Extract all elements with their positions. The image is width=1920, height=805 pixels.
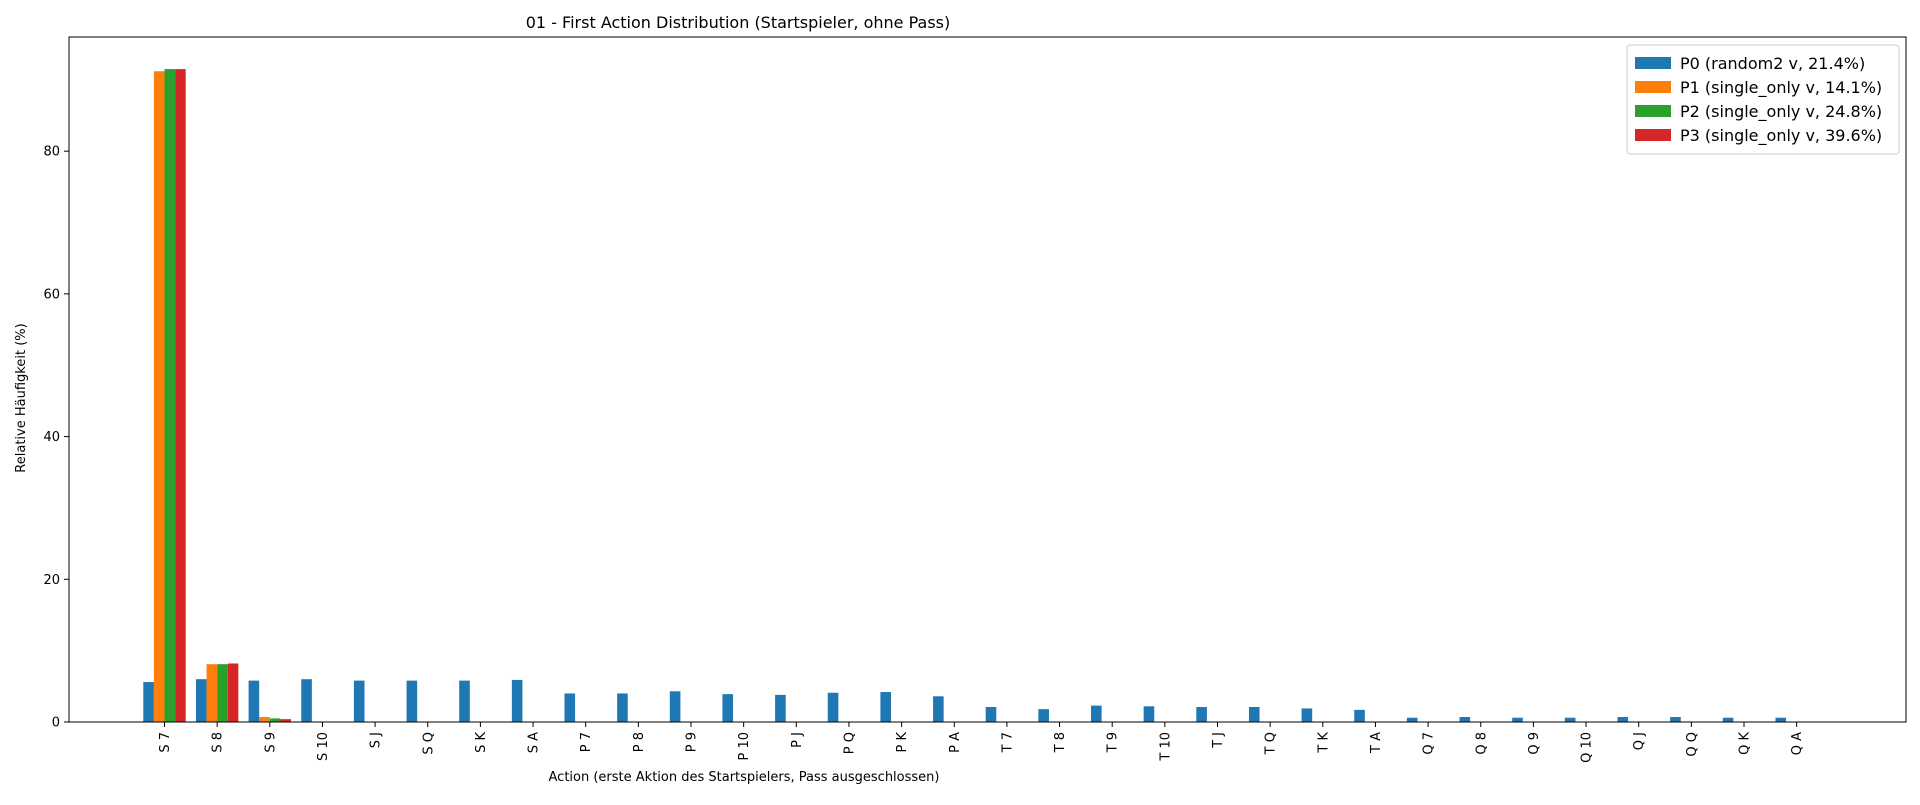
bar-p0-t-8 bbox=[1038, 709, 1049, 722]
x-tick-label: Q Q bbox=[1685, 732, 1700, 757]
x-tick-label: T 8 bbox=[1053, 732, 1068, 753]
bar-p0-p-9 bbox=[669, 691, 681, 722]
x-tick-label: Q 8 bbox=[1474, 732, 1489, 755]
y-tick-label: 60 bbox=[43, 287, 60, 302]
bar-p0-q-a bbox=[1775, 717, 1787, 722]
bar-p0-s-9 bbox=[248, 680, 260, 722]
x-tick-label: T 7 bbox=[1000, 732, 1015, 753]
x-tick-label: T 10 bbox=[1158, 732, 1173, 762]
bar-p0-p-8 bbox=[617, 693, 628, 722]
x-tick-label: S 7 bbox=[158, 732, 173, 753]
plot-frame bbox=[68, 36, 1907, 723]
x-tick-label: P 10 bbox=[737, 732, 752, 761]
bar-p0-s-q bbox=[406, 680, 418, 722]
bar-p0-s-a bbox=[511, 679, 523, 722]
bar-p2-s-8 bbox=[217, 664, 228, 722]
bar-p0-p-k bbox=[880, 692, 891, 722]
y-tick-label: 0 bbox=[52, 716, 60, 731]
bar-p0-t-a bbox=[1354, 709, 1365, 722]
bar-p0-s-10 bbox=[301, 679, 312, 722]
x-tick-label: Q 10 bbox=[1580, 732, 1595, 763]
x-tick-label: P Q bbox=[842, 732, 857, 754]
x-tick-label: T 9 bbox=[1106, 732, 1121, 753]
x-tick-label: S J bbox=[369, 732, 384, 748]
x-tick-label: T Q bbox=[1264, 732, 1279, 755]
x-tick-label: S 9 bbox=[263, 732, 278, 753]
bar-p1-s-9 bbox=[259, 717, 270, 722]
bar-p2-s-7 bbox=[164, 69, 176, 723]
bar-p0-p-q bbox=[827, 692, 839, 722]
x-tick-label: Q K bbox=[1738, 732, 1753, 755]
bar-p3-s-8 bbox=[227, 663, 239, 722]
legend-entry: P2 (single_only v, 24.8%) bbox=[1680, 102, 1882, 122]
legend-swatch bbox=[1635, 57, 1671, 69]
x-tick-label: T K bbox=[1316, 732, 1331, 754]
legend-box bbox=[1626, 44, 1900, 155]
x-tick-label: P 8 bbox=[632, 732, 647, 752]
x-tick-label: P 9 bbox=[685, 732, 700, 752]
x-tick-label: S A bbox=[527, 732, 542, 753]
bar-p0-q-q bbox=[1670, 717, 1681, 722]
legend-swatch bbox=[1635, 81, 1671, 93]
legend-entry: P3 (single_only v, 39.6%) bbox=[1680, 126, 1882, 146]
x-tick-label: Q A bbox=[1790, 732, 1805, 755]
x-tick-label: P K bbox=[895, 732, 910, 753]
chart-title: 01 - First Action Distribution (Startspi… bbox=[526, 13, 950, 32]
bar-p0-p-7 bbox=[564, 693, 576, 722]
bar-p2-s-9 bbox=[269, 718, 281, 722]
bar-p0-s-7 bbox=[143, 682, 154, 722]
y-tick-label: 20 bbox=[43, 573, 60, 588]
legend-swatch bbox=[1635, 129, 1671, 141]
legend-entry: P1 (single_only v, 14.1%) bbox=[1680, 78, 1882, 98]
bar-p0-q-7 bbox=[1406, 717, 1418, 722]
legend-swatch bbox=[1635, 105, 1671, 117]
x-tick-label: Q 9 bbox=[1527, 732, 1542, 755]
x-axis-label: Action (erste Aktion des Startspielers, … bbox=[549, 770, 940, 785]
bar-p0-s-j bbox=[353, 680, 365, 722]
bar-p1-s-8 bbox=[206, 664, 218, 722]
bar-p3-s-7 bbox=[175, 69, 186, 723]
x-tick-label: Q J bbox=[1632, 732, 1647, 750]
y-axis-label: Relative Häufigkeit (%) bbox=[14, 323, 29, 472]
bar-p0-q-10 bbox=[1564, 717, 1576, 722]
x-tick-label: T J bbox=[1211, 732, 1226, 749]
bar-p0-q-9 bbox=[1512, 717, 1523, 722]
bar-p0-p-a bbox=[933, 696, 944, 722]
x-tick-label: S Q bbox=[421, 732, 436, 755]
bar-p0-s-k bbox=[459, 680, 470, 722]
bar-p0-q-k bbox=[1722, 717, 1734, 722]
legend-entry: P0 (random2 v, 21.4%) bbox=[1680, 54, 1865, 73]
legend: P0 (random2 v, 21.4%) P1 (single_only v, … bbox=[1626, 44, 1900, 155]
x-tick-label: S 8 bbox=[211, 732, 226, 753]
bar-p0-t-q bbox=[1248, 707, 1260, 722]
bar-p1-s-7 bbox=[153, 71, 165, 722]
x-tick-label: P A bbox=[948, 732, 963, 753]
plot-area: 0 20 40 60 80 S 7 S 8 S 9 S 10 S J S Q S K S A P 7 P 8… bbox=[43, 36, 1907, 763]
bar-p0-q-8 bbox=[1459, 717, 1471, 722]
y-tick-label: 80 bbox=[43, 145, 60, 160]
bar-p0-t-9 bbox=[1091, 705, 1102, 722]
bar-p0-s-8 bbox=[195, 679, 207, 722]
bar-p0-p-10 bbox=[722, 694, 734, 722]
x-tick-label: S K bbox=[474, 732, 489, 753]
bar-p3-s-9 bbox=[280, 719, 291, 722]
x-tick-label: T A bbox=[1369, 732, 1384, 754]
x-tick-label: P J bbox=[790, 732, 805, 748]
x-tick-label: S 10 bbox=[316, 732, 331, 761]
x-tick-label: P 7 bbox=[579, 732, 594, 752]
bar-p0-q-j bbox=[1617, 717, 1629, 722]
bar-p0-t-k bbox=[1301, 708, 1313, 722]
bar-p0-t-j bbox=[1196, 707, 1207, 722]
bar-p0-t-10 bbox=[1143, 706, 1155, 722]
y-tick-label: 40 bbox=[43, 430, 60, 445]
bar-p0-p-j bbox=[775, 694, 786, 722]
x-tick-label: Q 7 bbox=[1422, 732, 1437, 755]
bar-p0-t-7 bbox=[985, 707, 997, 722]
